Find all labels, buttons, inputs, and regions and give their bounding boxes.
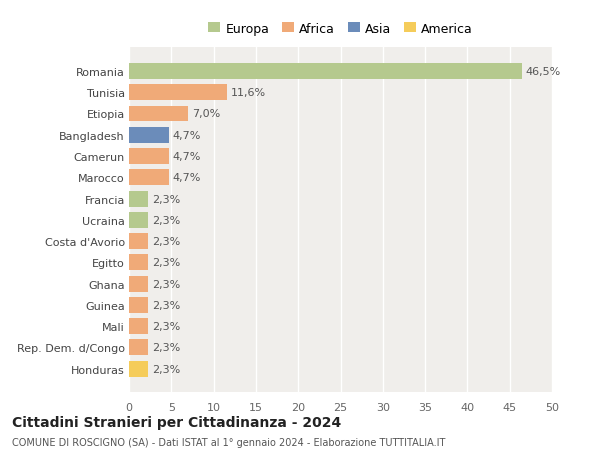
Bar — [129, 128, 169, 143]
Bar — [129, 340, 148, 356]
Bar — [129, 319, 148, 334]
Bar — [129, 234, 148, 250]
Text: 2,3%: 2,3% — [152, 215, 180, 225]
Text: 4,7%: 4,7% — [172, 173, 200, 183]
Text: 46,5%: 46,5% — [526, 67, 561, 77]
Bar — [129, 64, 523, 80]
Text: COMUNE DI ROSCIGNO (SA) - Dati ISTAT al 1° gennaio 2024 - Elaborazione TUTTITALI: COMUNE DI ROSCIGNO (SA) - Dati ISTAT al … — [12, 437, 445, 447]
Text: 2,3%: 2,3% — [152, 300, 180, 310]
Bar — [129, 106, 188, 122]
Text: 4,7%: 4,7% — [172, 151, 200, 162]
Bar — [129, 297, 148, 313]
Bar — [129, 213, 148, 228]
Text: 11,6%: 11,6% — [230, 88, 266, 98]
Bar — [129, 85, 227, 101]
Text: 2,3%: 2,3% — [152, 342, 180, 353]
Text: 2,3%: 2,3% — [152, 194, 180, 204]
Text: 7,0%: 7,0% — [191, 109, 220, 119]
Text: 2,3%: 2,3% — [152, 258, 180, 268]
Text: Cittadini Stranieri per Cittadinanza - 2024: Cittadini Stranieri per Cittadinanza - 2… — [12, 415, 341, 429]
Text: 2,3%: 2,3% — [152, 236, 180, 246]
Legend: Europa, Africa, Asia, America: Europa, Africa, Asia, America — [205, 20, 476, 38]
Bar — [129, 276, 148, 292]
Text: 4,7%: 4,7% — [172, 130, 200, 140]
Bar — [129, 149, 169, 165]
Text: 2,3%: 2,3% — [152, 279, 180, 289]
Bar — [129, 255, 148, 271]
Bar — [129, 191, 148, 207]
Text: 2,3%: 2,3% — [152, 364, 180, 374]
Text: 2,3%: 2,3% — [152, 321, 180, 331]
Bar — [129, 170, 169, 186]
Bar — [129, 361, 148, 377]
